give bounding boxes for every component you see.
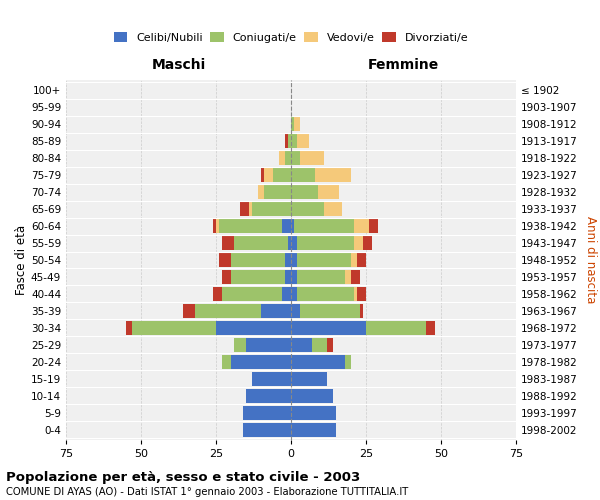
Bar — [282, 287, 291, 301]
Bar — [132, 321, 216, 335]
Bar — [219, 253, 231, 267]
Bar — [291, 355, 345, 369]
Bar — [315, 168, 351, 182]
Bar — [285, 151, 291, 165]
Bar — [213, 219, 216, 233]
Bar — [213, 287, 222, 301]
Bar — [234, 236, 288, 250]
Bar — [354, 219, 369, 233]
Bar — [285, 134, 288, 148]
Bar — [291, 321, 366, 335]
Bar — [183, 304, 195, 318]
Bar — [252, 372, 291, 386]
Bar — [291, 134, 297, 148]
Bar — [291, 423, 336, 437]
Bar — [222, 287, 282, 301]
Bar — [195, 304, 261, 318]
Bar — [297, 253, 351, 267]
Bar — [312, 338, 327, 352]
Bar — [360, 304, 363, 318]
Bar — [291, 202, 324, 216]
Bar — [366, 321, 426, 335]
Bar — [291, 338, 312, 352]
Bar — [219, 219, 282, 233]
Bar — [300, 304, 360, 318]
Bar — [294, 219, 354, 233]
Text: COMUNE DI AYAS (AO) - Dati ISTAT 1° gennaio 2003 - Elaborazione TUTTITALIA.IT: COMUNE DI AYAS (AO) - Dati ISTAT 1° genn… — [6, 487, 408, 497]
Bar — [351, 253, 357, 267]
Bar — [291, 219, 294, 233]
Bar — [231, 355, 291, 369]
Y-axis label: Anni di nascita: Anni di nascita — [584, 216, 597, 304]
Bar — [234, 338, 246, 352]
Bar — [243, 423, 291, 437]
Bar — [327, 338, 333, 352]
Bar — [324, 202, 342, 216]
Bar — [291, 253, 297, 267]
Bar — [246, 389, 291, 403]
Text: Popolazione per età, sesso e stato civile - 2003: Popolazione per età, sesso e stato civil… — [6, 471, 360, 484]
Bar — [288, 236, 291, 250]
Bar — [291, 236, 297, 250]
Bar — [258, 185, 264, 199]
Bar — [291, 304, 300, 318]
Bar — [291, 287, 297, 301]
Bar — [279, 151, 285, 165]
Bar — [264, 185, 291, 199]
Bar — [426, 321, 435, 335]
Bar — [318, 185, 339, 199]
Bar — [291, 117, 294, 131]
Bar — [252, 202, 291, 216]
Y-axis label: Fasce di età: Fasce di età — [15, 225, 28, 295]
Bar — [285, 253, 291, 267]
Bar — [345, 270, 351, 284]
Bar — [288, 134, 291, 148]
Bar — [294, 117, 300, 131]
Bar — [222, 355, 231, 369]
Bar — [222, 236, 234, 250]
Bar — [243, 406, 291, 420]
Legend: Celibi/Nubili, Coniugati/e, Vedovi/e, Divorziati/e: Celibi/Nubili, Coniugati/e, Vedovi/e, Di… — [109, 28, 473, 48]
Bar — [345, 355, 351, 369]
Bar — [297, 270, 345, 284]
Bar — [285, 270, 291, 284]
Bar — [282, 219, 291, 233]
Bar — [291, 389, 333, 403]
Bar — [297, 287, 354, 301]
Bar — [291, 406, 336, 420]
Bar — [273, 168, 291, 182]
Bar — [354, 236, 363, 250]
Bar — [351, 270, 360, 284]
Bar — [246, 338, 291, 352]
Bar — [231, 253, 285, 267]
Bar — [261, 304, 291, 318]
Bar — [291, 372, 327, 386]
Text: Maschi: Maschi — [151, 58, 206, 71]
Bar — [291, 270, 297, 284]
Bar — [354, 287, 357, 301]
Bar — [363, 236, 372, 250]
Bar — [369, 219, 378, 233]
Bar — [264, 168, 273, 182]
Bar — [291, 168, 315, 182]
Bar — [357, 287, 366, 301]
Bar — [297, 134, 309, 148]
Bar — [126, 321, 132, 335]
Bar — [300, 151, 324, 165]
Bar — [261, 168, 264, 182]
Bar — [249, 202, 252, 216]
Bar — [216, 321, 291, 335]
Bar — [240, 202, 249, 216]
Bar — [222, 270, 231, 284]
Text: Femmine: Femmine — [368, 58, 439, 71]
Bar — [357, 253, 366, 267]
Bar — [297, 236, 354, 250]
Bar — [291, 185, 318, 199]
Bar — [231, 270, 285, 284]
Bar — [291, 151, 300, 165]
Bar — [216, 219, 219, 233]
